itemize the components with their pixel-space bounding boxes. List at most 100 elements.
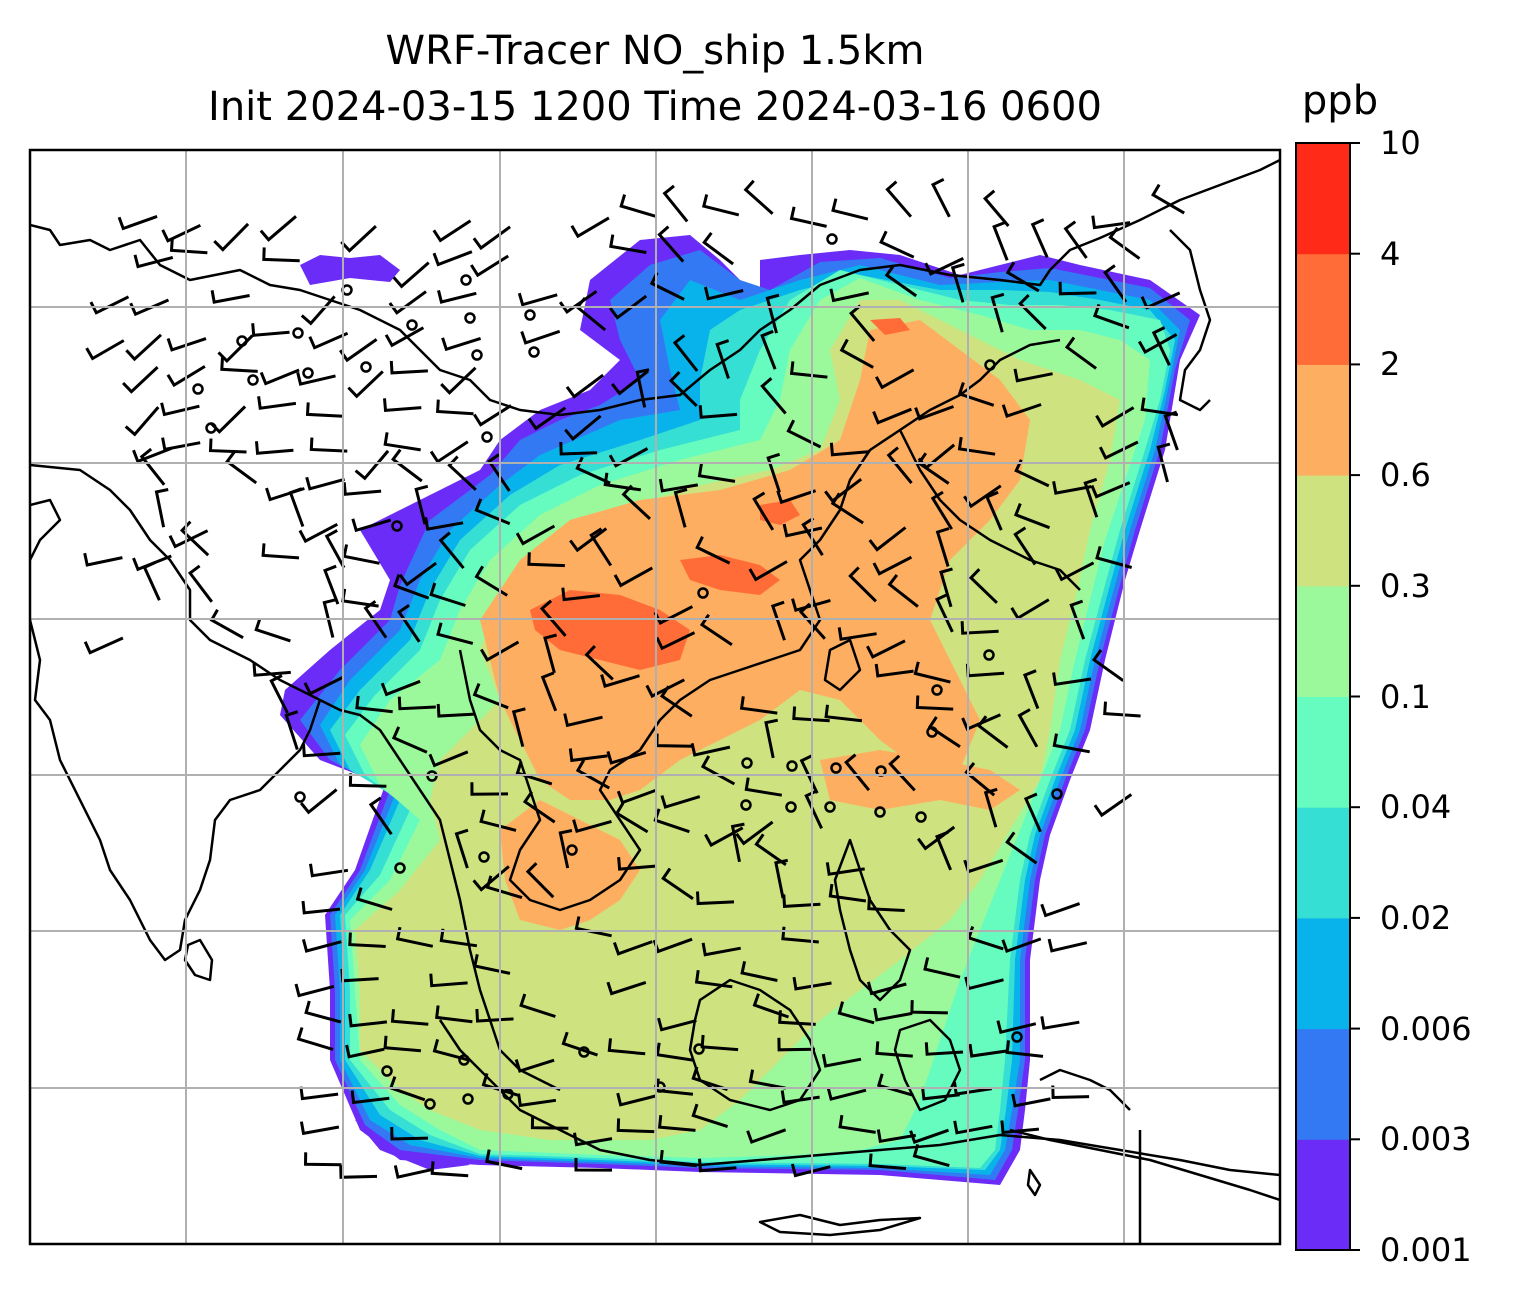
wind-barb xyxy=(305,476,345,491)
wind-barb xyxy=(886,446,913,485)
wind-barb xyxy=(702,232,734,266)
wind-barb xyxy=(323,564,340,605)
wind-barb xyxy=(872,555,913,576)
wind-barb xyxy=(440,366,477,395)
calm-wind-circle xyxy=(292,327,304,339)
wind-barb xyxy=(432,219,472,243)
wind-barb xyxy=(662,184,689,223)
wind-barb xyxy=(472,683,509,710)
calm-wind-circle xyxy=(481,431,493,443)
wind-barb xyxy=(776,489,817,505)
wind-barb xyxy=(355,887,393,911)
calm-wind-circle xyxy=(824,801,836,813)
wind-barb xyxy=(539,599,567,637)
wind-barb xyxy=(868,1153,907,1170)
wind-barb xyxy=(480,640,520,662)
wind-barb xyxy=(1156,442,1171,483)
wind-barb xyxy=(517,292,558,307)
calm-wind-circle xyxy=(236,335,248,347)
wind-barb xyxy=(259,368,300,386)
wind-barb xyxy=(574,916,612,938)
wind-barb xyxy=(990,292,1005,333)
wind-barb xyxy=(992,220,1009,261)
wind-barb xyxy=(658,478,699,493)
calm-wind-circle xyxy=(478,851,490,863)
wind-barb xyxy=(1023,792,1042,833)
wind-barb xyxy=(1013,368,1053,383)
gridlines xyxy=(30,150,1280,1244)
wind-barb xyxy=(299,1086,339,1101)
wind-barb xyxy=(132,554,172,572)
wind-barb xyxy=(673,487,688,528)
wind-barb xyxy=(213,222,250,252)
wind-barb xyxy=(874,663,914,678)
wind-barb xyxy=(383,432,421,452)
wind-barb xyxy=(613,566,654,588)
wind-barb xyxy=(575,759,611,790)
wind-barb xyxy=(661,867,694,900)
wind-barb xyxy=(752,993,789,1019)
wind-barb xyxy=(269,674,289,714)
wind-barb xyxy=(848,566,877,603)
wind-barb xyxy=(1005,1040,1044,1058)
wind-barb xyxy=(390,1126,429,1141)
wind-barb xyxy=(83,636,124,655)
wind-barb xyxy=(298,522,339,544)
wind-barb xyxy=(606,750,647,765)
wind-barb xyxy=(888,754,916,792)
wind-barb xyxy=(735,820,774,846)
wind-barb xyxy=(1022,669,1040,710)
wind-barb xyxy=(1151,326,1171,366)
wind-barb xyxy=(527,552,565,568)
calm-wind-circle xyxy=(566,844,578,856)
wind-barb xyxy=(752,491,775,531)
calm-wind-circle xyxy=(874,806,886,818)
wind-barb xyxy=(284,710,299,751)
wind-barb xyxy=(739,696,778,715)
wind-barb xyxy=(347,370,384,399)
wind-barb xyxy=(301,939,342,953)
wind-barb xyxy=(435,1005,473,1024)
wind-barb xyxy=(530,1115,569,1130)
colorbar-tick-label: 0.006 xyxy=(1380,1009,1472,1048)
wind-barb xyxy=(574,1158,613,1172)
wind-barb xyxy=(389,360,428,375)
wind-barb xyxy=(672,334,699,372)
wind-barb xyxy=(608,447,649,468)
wind-barb xyxy=(885,180,913,218)
calm-wind-circle xyxy=(471,349,483,361)
wind-barb xyxy=(804,789,823,830)
wind-barb xyxy=(305,402,344,418)
map-title-line1: WRF-Tracer NO_ship 1.5km xyxy=(385,28,925,74)
wind-barb xyxy=(563,713,603,728)
wind-barb xyxy=(782,523,823,538)
wind-barb xyxy=(354,449,390,481)
wind-barb xyxy=(963,484,1002,509)
wind-barb xyxy=(584,644,614,681)
wind-barb xyxy=(600,674,640,688)
wind-barb xyxy=(957,382,995,407)
wind-barb xyxy=(697,463,736,483)
wind-barb xyxy=(391,448,423,483)
wind-barb xyxy=(351,518,392,533)
map-title-line2: Init 2024-03-15 1200 Time 2024-03-16 060… xyxy=(208,84,1102,130)
wind-barb xyxy=(589,527,613,567)
wind-barb xyxy=(436,703,475,718)
wind-barb xyxy=(392,261,430,289)
wind-barb xyxy=(220,357,258,373)
wind-barb xyxy=(210,290,250,304)
wind-barb xyxy=(397,604,421,643)
wind-barb xyxy=(565,373,604,399)
wind-barb xyxy=(1092,303,1130,330)
wind-barb xyxy=(876,1073,914,1097)
wind-barb xyxy=(441,336,482,352)
wind-barb xyxy=(789,206,827,228)
calm-wind-circle xyxy=(984,359,996,371)
wind-barb xyxy=(868,526,907,552)
wind-barb xyxy=(348,773,387,788)
wind-barb xyxy=(473,404,512,427)
wind-barb xyxy=(125,333,163,362)
calm-wind-circle xyxy=(528,346,540,358)
wind-barb xyxy=(561,587,601,602)
wind-barb xyxy=(617,856,656,871)
